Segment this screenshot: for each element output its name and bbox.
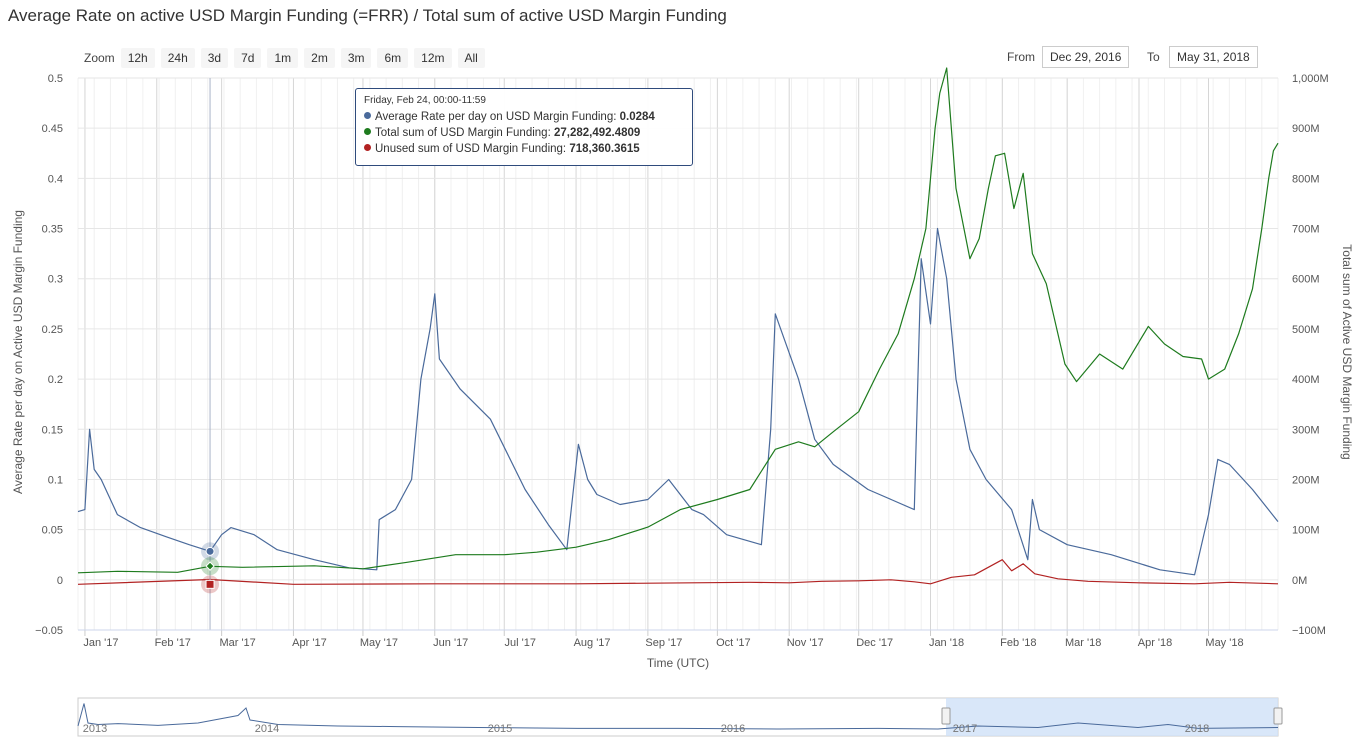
y-axis-right: −100M 0M 100M 200M 300M 400M 500M 600M 700M 800M 9… [1292, 73, 1329, 637]
navigator-year-label: 2017 [953, 723, 977, 735]
y-axis-left-title: Average Rate per day on Active USD Margi… [11, 210, 25, 494]
x-tick-label: Apr '17 [292, 637, 327, 649]
y-right-tick-label: 500M [1292, 324, 1320, 336]
range-to-label: To [1147, 50, 1160, 64]
x-tick-label: Feb '17 [155, 637, 191, 649]
zoom-button-24h[interactable]: 24h [160, 48, 195, 68]
tooltip-value: 718,360.3615 [569, 143, 640, 155]
series-line-rate [77, 227, 1279, 576]
navigator-selection[interactable] [946, 698, 1278, 736]
y-axis-right-title: Total sum of Active USD Margin Funding [1340, 244, 1354, 459]
hover-markers [201, 78, 220, 630]
y-right-tick-label: 1,000M [1292, 73, 1329, 85]
navigator-series [77, 703, 1279, 730]
tooltip-value: 0.0284 [619, 111, 655, 123]
y-axis-left: −0.05 0 0.05 0.1 0.15 0.2 0.25 0.3 0.35 0.4 0.45 0.… [35, 73, 63, 637]
hover-marker-rate [205, 546, 215, 556]
x-tick-label: May '17 [360, 637, 398, 649]
navigator-handle-right[interactable] [1273, 707, 1283, 725]
y-left-tick-label: −0.05 [35, 625, 63, 637]
navigator[interactable]: 2013 2014 2015 2016 2017 2018 [77, 697, 1283, 737]
zoom-button-all[interactable]: All [457, 48, 485, 68]
zoom-button-12m[interactable]: 12m [414, 48, 452, 68]
tooltip-label: Unused sum of USD Margin Funding: [375, 143, 570, 155]
x-tick-label: Sep '17 [645, 637, 682, 649]
y-right-tick-label: 700M [1292, 224, 1320, 236]
y-left-tick-label: 0.35 [42, 224, 63, 236]
y-left-tick-label: 0.25 [42, 324, 63, 336]
tooltip-row-unused: Unused sum of USD Margin Funding: 718,36… [364, 141, 684, 157]
y-left-tick-label: 0.15 [42, 424, 63, 436]
tooltip-header: Friday, Feb 24, 00:00-11:59 [364, 95, 486, 106]
tooltip-label: Average Rate per day on USD Margin Fundi… [375, 111, 620, 123]
zoom-button-1m[interactable]: 1m [267, 48, 299, 68]
y-right-tick-label: 600M [1292, 274, 1320, 286]
tooltip-dot-total [364, 128, 371, 135]
range-to-input[interactable]: May 31, 2018 [1169, 46, 1258, 68]
y-left-tick-label: 0.2 [48, 374, 63, 386]
zoom-button-6m[interactable]: 6m [377, 48, 409, 68]
y-left-tick-label: 0.3 [48, 274, 63, 286]
x-axis: Jan '17 Feb '17 Mar '17 Apr '17 May '17 Jun '… [78, 629, 1278, 649]
y-left-tick-label: 0 [57, 575, 63, 587]
navigator-year-label: 2014 [255, 723, 279, 735]
hover-marker-unused [205, 579, 215, 589]
navigator-year-label: 2018 [1185, 723, 1209, 735]
y-right-tick-label: 400M [1292, 374, 1320, 386]
hover-marker-total [205, 561, 215, 571]
navigator-handle-left[interactable] [941, 707, 951, 725]
y-right-tick-label: 900M [1292, 123, 1320, 135]
y-left-tick-label: 0.4 [48, 173, 63, 185]
tooltip-dot-unused [364, 144, 371, 151]
y-left-tick-label: 0.5 [48, 73, 63, 85]
x-tick-label: Mar '17 [219, 637, 255, 649]
y-left-tick-label: 0.45 [42, 123, 63, 135]
series-line-total [77, 67, 1279, 574]
tooltip: Friday, Feb 24, 00:00-11:59 Average Rate… [355, 88, 693, 166]
x-tick-label: Apr '18 [1138, 637, 1173, 649]
tooltip-row-total: Total sum of USD Margin Funding: 27,282,… [364, 125, 684, 141]
zoom-button-3m[interactable]: 3m [340, 48, 372, 68]
navigator-year-label: 2015 [488, 723, 512, 735]
y-left-tick-label: 0.05 [42, 525, 63, 537]
page-title: Average Rate on active USD Margin Fundin… [8, 6, 727, 25]
zoom-button-3d[interactable]: 3d [200, 48, 229, 68]
tooltip-dot-rate [364, 112, 371, 119]
x-tick-label: Oct '17 [716, 637, 751, 649]
x-axis-title: Time (UTC) [647, 656, 709, 670]
range-from-label: From [1007, 50, 1035, 64]
y-left-tick-label: 0.1 [48, 474, 63, 486]
y-right-tick-label: 200M [1292, 474, 1320, 486]
x-tick-label: Nov '17 [787, 637, 824, 649]
tooltip-label: Total sum of USD Margin Funding: [375, 127, 554, 139]
x-tick-label: Aug '17 [574, 637, 611, 649]
navigator-year-label: 2013 [83, 723, 107, 735]
series-line-unused [77, 559, 1279, 585]
zoom-button-12h[interactable]: 12h [120, 48, 155, 68]
x-tick-label: Dec '17 [856, 637, 893, 649]
zoom-bar: Zoom 12h 24h 3d 7d 1m 2m 3m 6m 12m All [84, 46, 491, 70]
y-right-tick-label: −100M [1292, 625, 1326, 637]
tooltip-row-rate: Average Rate per day on USD Margin Fundi… [364, 109, 684, 125]
series-layer [77, 67, 1279, 585]
x-tick-label: Jun '17 [433, 637, 468, 649]
x-tick-label: Feb '18 [1000, 637, 1036, 649]
navigator-year-label: 2016 [721, 723, 745, 735]
y-right-tick-label: 300M [1292, 424, 1320, 436]
zoom-button-2m[interactable]: 2m [304, 48, 335, 68]
range-from-input[interactable]: Dec 29, 2016 [1042, 46, 1130, 68]
y-right-tick-label: 100M [1292, 525, 1320, 537]
y-right-tick-label: 800M [1292, 173, 1320, 185]
x-tick-label: Jan '17 [83, 637, 118, 649]
tooltip-value: 27,282,492.4809 [553, 127, 641, 139]
x-tick-label: Mar '18 [1065, 637, 1101, 649]
x-tick-label: May '18 [1205, 637, 1243, 649]
zoom-label: Zoom [84, 51, 115, 65]
x-tick-label: Jan '18 [929, 637, 964, 649]
x-tick-label: Jul '17 [505, 637, 536, 649]
y-right-tick-label: 0M [1292, 575, 1307, 587]
zoom-button-7d[interactable]: 7d [234, 48, 262, 68]
